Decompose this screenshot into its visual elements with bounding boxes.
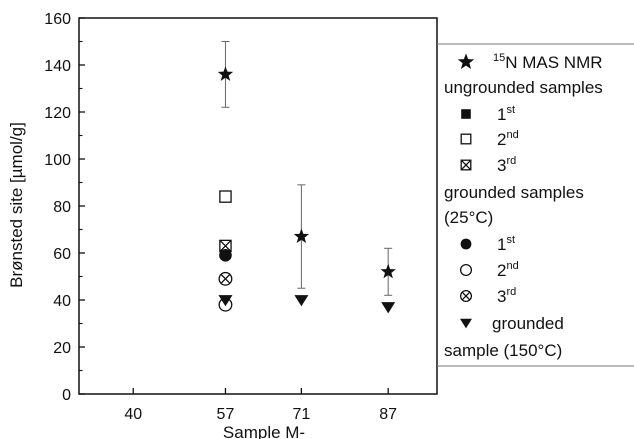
data-point-star (380, 263, 396, 279)
y-axis-label: Brønsted site [µmol/g] (7, 122, 26, 288)
data-point-triangle-down (294, 295, 309, 307)
data-point-circle-cross (218, 271, 233, 286)
data-point-triangle-down (381, 302, 396, 314)
legend-label: 3rd (497, 155, 516, 175)
y-tick-label: 140 (44, 58, 71, 75)
y-tick-label: 0 (62, 387, 71, 404)
x-tick-label: 87 (379, 406, 397, 423)
y-tick-label: 20 (53, 340, 71, 357)
legend-label: grounded (492, 314, 564, 333)
data-marks (217, 41, 396, 314)
legend-label: grounded samples (444, 183, 584, 202)
y-tick-label: 60 (53, 246, 71, 263)
legend-label: 2nd (497, 129, 519, 149)
legend-label: 3rd (497, 286, 516, 306)
legend-item: sample (150°C) (444, 341, 562, 360)
legend-label: (25°C) (444, 208, 493, 227)
axes: 0 20 40 60 80 100 120 140 160 40 57 71 87 (44, 11, 438, 423)
y-tick-label: 120 (44, 105, 71, 122)
y-tick-label: 160 (44, 11, 71, 28)
legend-item: 3rd (460, 155, 516, 175)
plot-frame (78, 17, 438, 395)
x-tick-label: 71 (292, 406, 310, 423)
legend-item: 1st (460, 234, 515, 254)
legend-item: 15N MAS NMR (457, 52, 603, 72)
legend-label: sample (150°C) (444, 341, 562, 360)
legend-item: grounded (460, 314, 564, 333)
legend-item: 1st (461, 104, 515, 124)
y-tick-label: 40 (53, 293, 71, 310)
legend-item: (25°C) (444, 208, 493, 227)
data-point-star (217, 66, 234, 81)
legend-item: 3rd (459, 286, 516, 306)
data-point-triangle-down (218, 295, 233, 307)
data-point-circle-filled (219, 249, 232, 262)
legend: 15N MAS NMR ungrounded samples 1st 2nd 3rd gr… (437, 43, 634, 367)
legend-item: ungrounded samples (444, 78, 603, 97)
legend-item: grounded samples (444, 183, 584, 202)
legend-label: ungrounded samples (444, 78, 603, 97)
x-tick-label: 57 (217, 406, 235, 423)
legend-item: 2nd (460, 129, 519, 149)
x-axis-label: Sample M- (223, 423, 305, 439)
legend-label: 15N MAS NMR (493, 52, 603, 72)
legend-label: 2nd (497, 260, 519, 280)
x-tick-label: 40 (124, 406, 142, 423)
legend-label: 1st (497, 104, 515, 124)
y-tick-label: 100 (44, 152, 71, 169)
legend-label: 1st (497, 234, 515, 254)
legend-item: 2nd (459, 260, 519, 280)
data-point-square-open (219, 190, 232, 203)
y-tick-label: 80 (53, 199, 71, 216)
data-point-star (293, 228, 310, 244)
